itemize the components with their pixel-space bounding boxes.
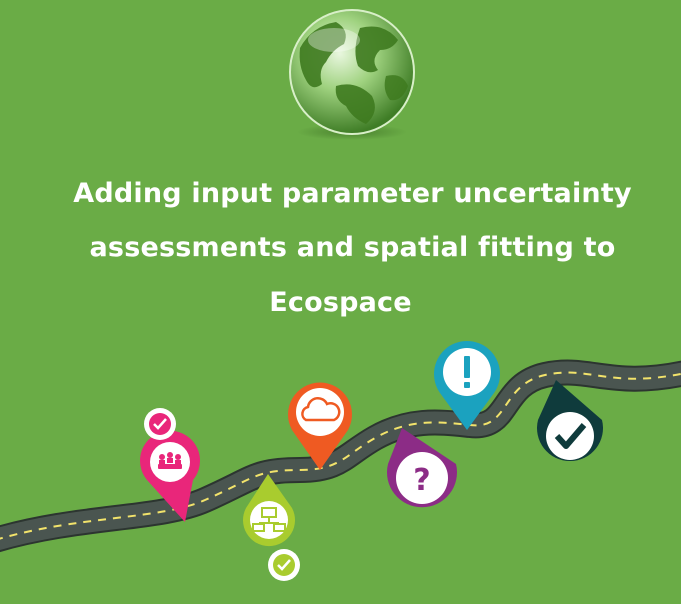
checkmark-icon xyxy=(554,423,587,449)
page-title-line-3: Ecospace xyxy=(269,287,412,318)
page-title-line-1: Adding input parameter uncertainty xyxy=(73,178,632,209)
page-title-line-2: assessments and spatial fitting to xyxy=(89,232,616,263)
meeting-people-icon xyxy=(158,452,182,469)
exclamation-icon xyxy=(464,356,470,388)
network-icon xyxy=(252,507,286,532)
question-marker: ? xyxy=(387,428,457,508)
meeting-marker xyxy=(140,408,200,522)
question-mark-icon: ? xyxy=(413,463,430,498)
check-badge xyxy=(144,408,176,440)
cloud-icon xyxy=(301,397,341,422)
cloud-marker xyxy=(288,382,352,470)
alert-marker xyxy=(434,341,500,430)
done-marker xyxy=(537,380,603,462)
check-badge xyxy=(268,549,300,581)
globe-icon xyxy=(289,9,415,140)
network-marker xyxy=(243,474,300,581)
